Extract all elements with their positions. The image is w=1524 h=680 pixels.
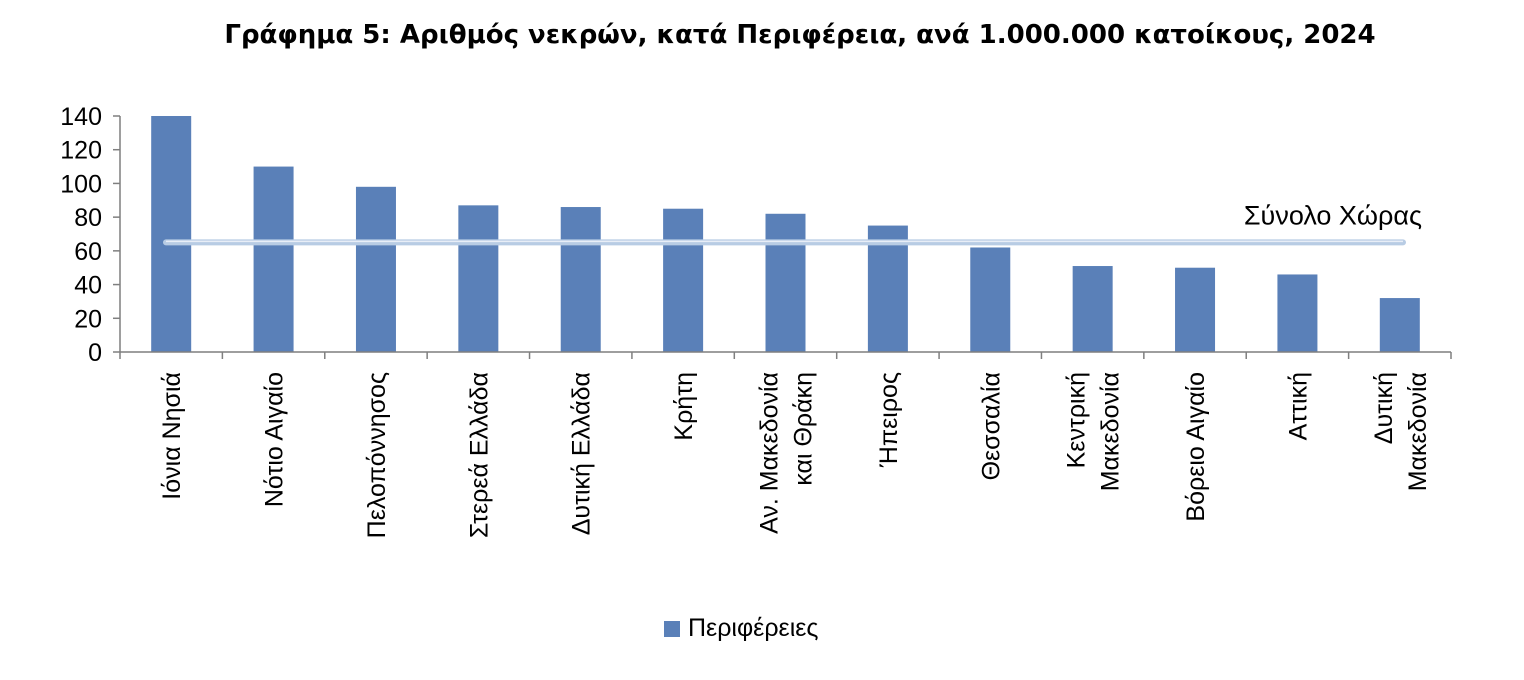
y-tick-label: 100 (60, 170, 102, 198)
category-label: Αν. Μακεδονία (756, 372, 784, 534)
category-label: Αττική (1284, 372, 1312, 440)
category-label: Κεντρική (1063, 372, 1091, 468)
category-label: Ήπειρος (875, 372, 903, 468)
y-tick-label: 60 (74, 238, 102, 266)
bar (1379, 298, 1420, 352)
category-label: Πελοπόννησος (363, 372, 391, 538)
category-label: Ιόνια Νησιά (158, 372, 186, 500)
labels-layer: 0 20 40 60 80 100 120 140 Ιόνια Νησιά Νότιο Αιγαί… (60, 103, 1432, 538)
bar (867, 225, 908, 352)
bar (663, 208, 704, 352)
bar-chart: 0 20 40 60 80 100 120 140 Ιόνια Νησιά Νότιο Αιγαί… (60, 103, 1452, 538)
bar (1175, 267, 1216, 352)
category-label: Στερεά Ελλάδα (465, 372, 493, 538)
category-label: Βόρειο Αιγαίο (1182, 372, 1210, 522)
category-label: Κρήτη (670, 372, 698, 441)
legend-swatch (664, 620, 680, 637)
bar (458, 205, 499, 352)
category-label: Δυτική Ελλάδα (568, 372, 596, 535)
bar (253, 166, 294, 352)
y-tick-label: 80 (74, 204, 102, 232)
reference-line-label: Σύνολο Χώρας (1244, 200, 1422, 230)
chart-title: Γράφημα 5: Αριθμός νεκρών, κατά Περιφέρε… (224, 20, 1376, 50)
legend-label: Περιφέρειες (688, 614, 819, 642)
y-tick-label: 40 (74, 272, 102, 300)
legend: Περιφέρειες (664, 614, 818, 643)
category-label: Μακεδονία (1404, 372, 1432, 491)
category-label: Μακεδονία (1097, 372, 1125, 491)
bar (1277, 274, 1318, 352)
category-label: Νότιο Αιγαίο (261, 372, 289, 507)
bar (560, 207, 601, 352)
bar (970, 247, 1011, 352)
bar (355, 186, 396, 352)
y-tick-label: 20 (74, 305, 102, 333)
bars-layer (151, 116, 1420, 352)
bar (765, 213, 806, 352)
y-tick-label: 140 (60, 103, 102, 131)
bar (1072, 266, 1113, 352)
axes-layer (113, 115, 1452, 359)
reference-layer (163, 239, 1406, 246)
category-label: και Θράκη (790, 372, 818, 486)
category-label: Δυτική (1370, 372, 1398, 444)
bar (151, 116, 192, 352)
y-tick-label: 0 (88, 339, 102, 367)
y-tick-label: 120 (60, 137, 102, 165)
category-label: Θεσσαλία (977, 372, 1005, 480)
